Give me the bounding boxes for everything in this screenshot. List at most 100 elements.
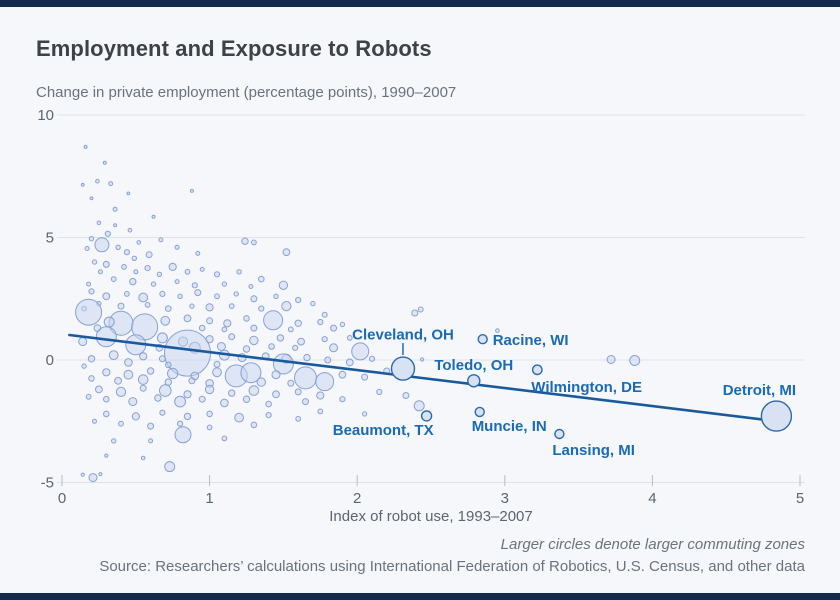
data-point — [272, 353, 294, 375]
data-point — [606, 355, 616, 364]
x-axis: 0 1 2 3 4 5 Index of robot use, 1993–2007 — [58, 475, 804, 525]
data-point — [495, 328, 500, 333]
data-point — [103, 395, 110, 403]
data-point — [160, 315, 171, 326]
data-point — [272, 390, 280, 399]
data-point — [294, 319, 302, 327]
city-label: Racine, WI — [493, 332, 569, 349]
data-point — [420, 357, 425, 362]
data-point — [282, 248, 291, 257]
data-point — [115, 386, 127, 397]
data-point — [150, 281, 157, 287]
data-point — [123, 369, 134, 380]
data-point — [126, 191, 131, 196]
city-point — [467, 374, 481, 388]
data-point — [133, 269, 139, 275]
data-point — [189, 188, 194, 193]
city-label: Beaumont, TX — [333, 422, 434, 439]
data-point — [95, 385, 103, 394]
data-point — [165, 361, 172, 369]
data-point — [137, 374, 149, 385]
data-point — [317, 318, 324, 326]
data-point — [78, 337, 88, 347]
data-point — [117, 302, 125, 310]
data-point — [206, 410, 213, 418]
data-point — [204, 384, 215, 395]
data-point — [89, 196, 94, 201]
data-point — [174, 244, 180, 250]
x-tick-label-2: 2 — [353, 490, 361, 507]
data-point — [339, 321, 346, 328]
data-point — [339, 396, 346, 403]
data-point — [302, 398, 309, 406]
data-point — [281, 301, 292, 312]
y-axis-labels: 10 5 0 -5 — [37, 107, 54, 492]
data-point — [174, 279, 180, 285]
data-point — [115, 244, 121, 251]
data-point — [188, 377, 196, 385]
data-point — [241, 237, 249, 245]
city-label: Toledo, OH — [434, 357, 513, 374]
source-attribution: Source: Researchers’ calculations using … — [99, 558, 805, 575]
data-point — [212, 367, 222, 378]
city-point — [474, 406, 485, 418]
data-point — [151, 214, 156, 219]
data-point — [258, 305, 265, 312]
y-tick-label-10: 10 — [37, 107, 54, 124]
top-accent-bar — [0, 0, 840, 7]
data-point — [236, 269, 242, 275]
data-point — [124, 358, 133, 367]
data-point — [321, 336, 328, 343]
data-point — [148, 438, 154, 444]
data-point — [297, 337, 306, 346]
data-point — [114, 376, 122, 385]
data-point — [191, 282, 198, 289]
data-point — [104, 230, 111, 237]
data-point — [98, 472, 103, 477]
data-point — [276, 334, 285, 342]
data-point — [233, 291, 239, 297]
data-point — [87, 355, 96, 363]
data-point — [294, 388, 302, 396]
data-point — [139, 384, 147, 392]
data-point — [159, 290, 166, 297]
data-point — [268, 343, 275, 350]
data-point — [321, 311, 328, 318]
data-point — [104, 453, 109, 458]
data-point — [86, 281, 92, 287]
data-point — [368, 355, 376, 362]
data-point — [91, 259, 98, 265]
data-point — [159, 409, 166, 416]
data-point — [128, 397, 138, 407]
data-point — [110, 276, 117, 283]
data-point — [102, 160, 107, 165]
data-point — [103, 410, 110, 418]
data-point — [183, 390, 192, 399]
data-point — [88, 236, 95, 242]
data-point — [174, 395, 187, 408]
data-point — [164, 378, 173, 386]
data-point — [108, 350, 119, 361]
data-point — [158, 355, 166, 363]
data-point — [168, 262, 177, 271]
data-point — [127, 227, 133, 233]
data-point — [140, 455, 146, 461]
bubble-size-note: Larger circles denote larger commuting z… — [500, 536, 805, 553]
data-point — [138, 292, 149, 303]
trend-line — [68, 333, 783, 424]
data-point — [242, 345, 251, 353]
y-tick-label-5: 5 — [46, 230, 54, 247]
x-axis-title: Index of robot use, 1993–2007 — [329, 508, 533, 525]
data-point — [330, 324, 338, 332]
data-point — [113, 223, 118, 228]
data-point — [221, 326, 228, 333]
data-point — [240, 362, 262, 384]
data-point — [310, 300, 316, 307]
data-point — [111, 438, 117, 444]
labeled-cities: Cleveland, OH Racine, WI Toledo, OH Wilming… — [333, 327, 796, 459]
data-point — [315, 372, 335, 392]
data-point — [205, 303, 214, 312]
data-point — [250, 421, 258, 429]
data-point — [92, 418, 97, 424]
data-point — [75, 298, 103, 326]
